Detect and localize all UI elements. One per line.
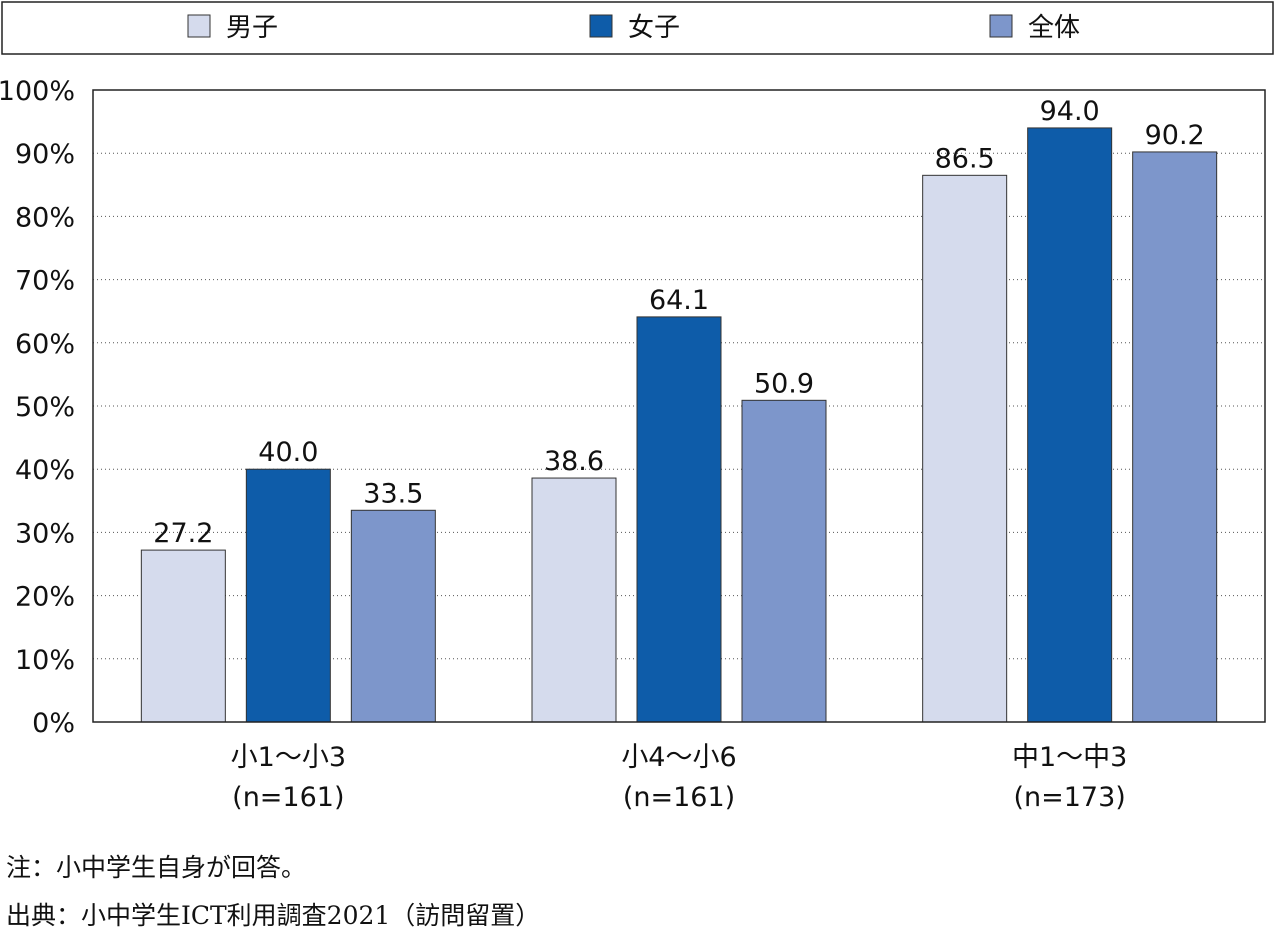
bar	[531, 477, 617, 723]
x-category-label: 小1～小3	[231, 742, 346, 773]
bar-value-label: 64.1	[649, 285, 709, 316]
legend: 男子 女子 全体	[1, 1, 1274, 55]
note-source: 出典：小中学生ICT利用調査2021（訪問留置）	[6, 901, 541, 930]
legend-label-2: 女子	[628, 13, 680, 43]
legend-label-3: 全体	[1028, 13, 1080, 43]
legend-swatch-3	[989, 14, 1013, 38]
bar-value-label: 38.6	[544, 446, 604, 477]
legend-swatch-1	[187, 14, 211, 38]
legend-label-1: 男子	[226, 13, 278, 43]
y-tick-label: 40%	[15, 455, 75, 486]
y-tick-label: 100%	[0, 76, 75, 107]
x-category-label: (n=161)	[232, 782, 344, 813]
legend-box	[1, 1, 1274, 55]
y-tick-label: 50%	[15, 392, 75, 423]
bar-value-label: 86.5	[935, 143, 995, 174]
y-tick-label: 30%	[15, 518, 75, 549]
bar	[1027, 127, 1113, 723]
y-tick-label: 60%	[15, 329, 75, 360]
bar	[741, 399, 827, 723]
bar	[350, 509, 436, 723]
bar-value-label: 27.2	[153, 518, 213, 549]
x-category-label: 小4～小6	[621, 742, 736, 773]
bar-value-label: 40.0	[258, 437, 318, 468]
bar-value-label: 33.5	[363, 478, 423, 509]
note-respondent: 注：小中学生自身が回答。	[6, 853, 307, 882]
x-axis: 小1～小3 (n=161) 小4～小6 (n=161) 中1～中3 (n=173)	[231, 742, 1128, 813]
bar-value-label: 50.9	[754, 368, 814, 399]
bar-value-label: 94.0	[1040, 96, 1100, 127]
bar	[922, 174, 1008, 723]
bars: 27.2 40.0 33.5 38.6 64.1 50.9 86.5 94.0 90.2	[92, 89, 1266, 723]
x-category-label: (n=161)	[623, 782, 735, 813]
bar-value-label: 90.2	[1145, 120, 1205, 151]
legend-swatch-2	[589, 14, 613, 38]
y-tick-label: 0%	[32, 708, 75, 739]
y-tick-label: 20%	[15, 582, 75, 613]
y-tick-label: 10%	[15, 645, 75, 676]
bar	[140, 549, 226, 723]
plot-frame	[92, 89, 1266, 723]
bar	[245, 468, 331, 723]
y-tick-label: 70%	[15, 266, 75, 297]
bar-chart: 男子 女子 全体 0% 10% 20% 30% 40% 50% 60% 70% 80% 90% 100%…	[0, 1, 1274, 813]
x-category-label: (n=173)	[1013, 782, 1125, 813]
bar	[1132, 151, 1218, 723]
y-tick-label: 80%	[15, 202, 75, 233]
x-category-label: 中1～中3	[1012, 742, 1127, 773]
y-tick-label: 90%	[15, 139, 75, 170]
bar	[636, 316, 722, 723]
y-axis: 0% 10% 20% 30% 40% 50% 60% 70% 80% 90% 100%	[0, 76, 75, 739]
